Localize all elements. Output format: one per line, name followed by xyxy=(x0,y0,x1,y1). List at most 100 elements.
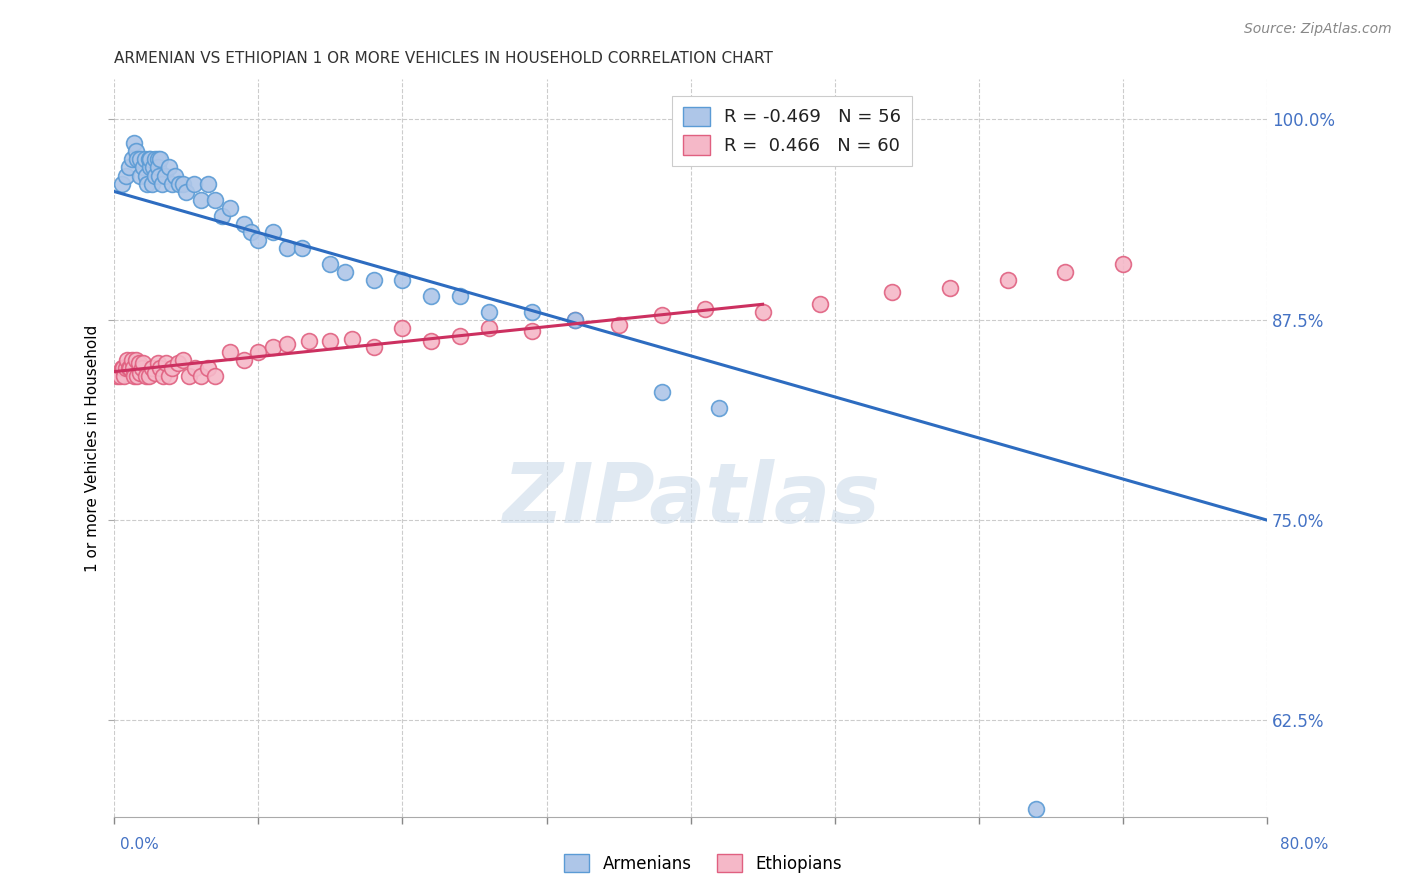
Point xyxy=(153,169,176,183)
Point xyxy=(183,177,205,191)
Point xyxy=(449,328,471,343)
Point xyxy=(139,161,162,175)
Point xyxy=(233,217,256,231)
Point xyxy=(150,177,173,191)
Point xyxy=(420,334,443,348)
Point xyxy=(176,185,198,199)
Point xyxy=(139,153,162,167)
Point xyxy=(340,332,363,346)
Point xyxy=(149,153,172,167)
Legend: Armenians, Ethiopians: Armenians, Ethiopians xyxy=(558,847,848,880)
Text: ARMENIAN VS ETHIOPIAN 1 OR MORE VEHICLES IN HOUSEHOLD CORRELATION CHART: ARMENIAN VS ETHIOPIAN 1 OR MORE VEHICLES… xyxy=(114,51,773,66)
Point xyxy=(146,153,169,167)
Point xyxy=(172,352,194,367)
Point xyxy=(131,360,153,375)
Point xyxy=(128,356,150,370)
Point xyxy=(262,225,284,239)
Point xyxy=(122,360,145,375)
Point xyxy=(136,177,159,191)
Point xyxy=(141,177,163,191)
Point xyxy=(127,368,149,383)
Point xyxy=(190,193,212,207)
Point xyxy=(179,368,201,383)
Point xyxy=(121,153,143,167)
Text: ZIPatlas: ZIPatlas xyxy=(502,459,880,540)
Point xyxy=(607,318,630,332)
Point xyxy=(127,153,149,167)
Point xyxy=(155,356,177,370)
Point xyxy=(651,308,673,322)
Point xyxy=(204,368,226,383)
Point xyxy=(141,360,163,375)
Point xyxy=(247,233,270,247)
Point xyxy=(125,352,148,367)
Point xyxy=(160,360,183,375)
Point xyxy=(218,201,240,215)
Point xyxy=(939,281,962,295)
Point xyxy=(115,169,138,183)
Point xyxy=(138,153,160,167)
Point xyxy=(997,273,1019,287)
Point xyxy=(124,136,146,151)
Point xyxy=(135,169,157,183)
Point xyxy=(333,265,356,279)
Point xyxy=(132,356,155,370)
Point xyxy=(190,368,212,383)
Point xyxy=(157,161,180,175)
Point xyxy=(184,360,207,375)
Point xyxy=(124,368,146,383)
Point xyxy=(363,273,385,287)
Point xyxy=(520,324,543,338)
Text: Source: ZipAtlas.com: Source: ZipAtlas.com xyxy=(1244,22,1392,37)
Point xyxy=(808,296,831,310)
Point xyxy=(117,352,139,367)
Point xyxy=(148,169,170,183)
Point xyxy=(197,360,219,375)
Point xyxy=(218,344,240,359)
Point xyxy=(132,161,155,175)
Point xyxy=(651,384,673,399)
Point xyxy=(105,368,128,383)
Point xyxy=(108,368,131,383)
Point xyxy=(751,304,773,318)
Point xyxy=(110,177,132,191)
Point xyxy=(138,368,160,383)
Point xyxy=(1054,265,1077,279)
Point xyxy=(319,334,342,348)
Point xyxy=(478,304,501,318)
Point xyxy=(134,153,156,167)
Point xyxy=(1112,257,1135,271)
Point xyxy=(298,334,321,348)
Point xyxy=(129,153,152,167)
Point xyxy=(276,241,298,255)
Point xyxy=(110,360,132,375)
Point xyxy=(276,336,298,351)
Y-axis label: 1 or more Vehicles in Household: 1 or more Vehicles in Household xyxy=(86,325,100,572)
Point xyxy=(146,161,169,175)
Point xyxy=(319,257,342,271)
Point xyxy=(478,320,501,334)
Point xyxy=(160,177,183,191)
Point xyxy=(211,209,233,223)
Point xyxy=(391,320,413,334)
Text: 80.0%: 80.0% xyxy=(1281,837,1329,852)
Point xyxy=(564,312,586,326)
Legend: R = -0.469   N = 56, R =  0.466   N = 60: R = -0.469 N = 56, R = 0.466 N = 60 xyxy=(672,95,912,166)
Text: 0.0%: 0.0% xyxy=(120,837,159,852)
Point xyxy=(146,356,169,370)
Point xyxy=(121,352,143,367)
Point xyxy=(129,169,152,183)
Point xyxy=(149,360,172,375)
Point xyxy=(262,340,284,354)
Point xyxy=(157,368,180,383)
Point xyxy=(449,288,471,302)
Point xyxy=(152,368,174,383)
Point xyxy=(204,193,226,207)
Point xyxy=(163,169,186,183)
Point xyxy=(197,177,219,191)
Point xyxy=(420,288,443,302)
Point xyxy=(142,161,165,175)
Point xyxy=(125,145,148,159)
Point xyxy=(135,368,157,383)
Point xyxy=(564,312,586,326)
